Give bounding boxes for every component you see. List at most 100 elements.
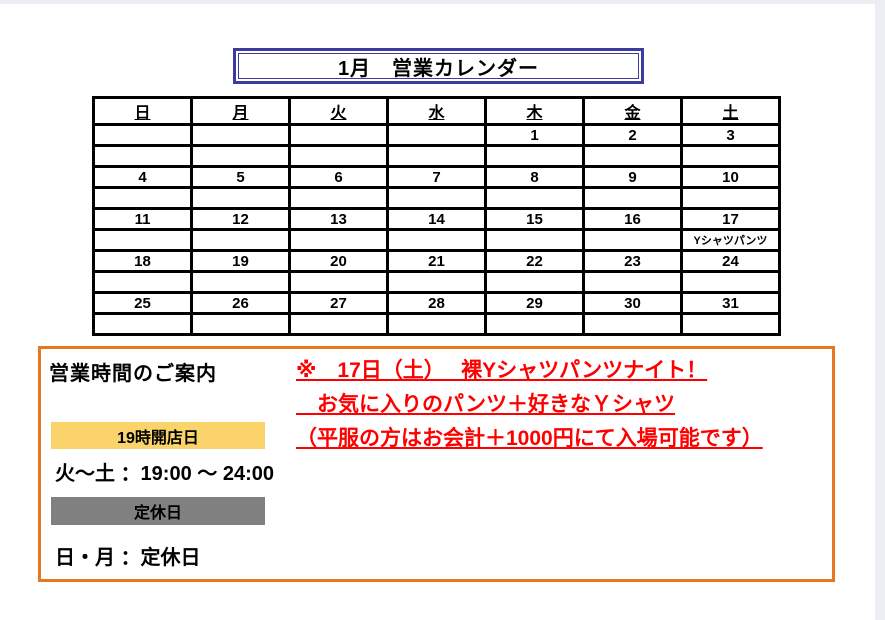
status-cell-open	[582, 186, 683, 210]
date-cell: 28	[386, 291, 487, 315]
date-cell: 27	[288, 291, 389, 315]
day-header-sun: 日	[92, 96, 193, 126]
day-header-tue: 火	[288, 96, 389, 126]
legend-open-day: 19時開店日	[51, 422, 265, 449]
status-cell-open	[386, 228, 487, 252]
status-cell-open	[386, 312, 487, 336]
date-cell: 29	[484, 291, 585, 315]
calendar-title: 1月 営業カレンダー	[337, 57, 540, 80]
business-hours-box: 営業時間のご案内 ※ 17日（土） 裸Yシャツパンツナイト！ お気に入りのパンツ…	[38, 346, 835, 582]
day-header-thu: 木	[484, 96, 585, 126]
date-cell: 4	[92, 165, 193, 189]
status-row: Yシャツパンツ	[92, 228, 781, 252]
date-cell: 17	[680, 207, 781, 231]
status-row	[92, 186, 781, 210]
day-header-mon: 月	[190, 96, 291, 126]
status-cell-open	[582, 270, 683, 294]
date-cell: 18	[92, 249, 193, 273]
status-row	[92, 144, 781, 168]
date-row: 18 19 20 21 22 23 24	[92, 249, 781, 273]
event-notice: ※ 17日（土） 裸Yシャツパンツナイト！ お気に入りのパンツ＋好きなＹシャツ …	[296, 354, 763, 456]
status-cell-closed	[92, 186, 193, 210]
date-cell	[190, 123, 291, 147]
closed-days-text: 日・月 ：定休日	[55, 547, 201, 569]
date-cell: 5	[190, 165, 291, 189]
date-cell: 23	[582, 249, 683, 273]
date-cell: 1	[484, 123, 585, 147]
date-cell: 9	[582, 165, 683, 189]
day-header-sat: 土	[680, 96, 781, 126]
date-row: 25 26 27 28 29 30 31	[92, 291, 781, 315]
status-cell-open	[680, 186, 781, 210]
status-cell-open	[484, 144, 585, 168]
event-notice-line-2: お気に入りのパンツ＋好きなＹシャツ	[296, 393, 676, 416]
date-cell: 22	[484, 249, 585, 273]
date-cell: 6	[288, 165, 389, 189]
date-cell: 30	[582, 291, 683, 315]
status-cell-open	[386, 270, 487, 294]
status-cell-open	[386, 186, 487, 210]
status-cell-open	[288, 312, 389, 336]
date-cell: 7	[386, 165, 487, 189]
calendar-table: 日 月 火 水 木 金 土 1 2 3 4 5 6 7 8 9 10 11 12 13 14 15 16 17 Y…	[92, 96, 781, 336]
date-cell: 20	[288, 249, 389, 273]
status-cell-open	[680, 312, 781, 336]
date-cell: 21	[386, 249, 487, 273]
status-row	[92, 312, 781, 336]
date-cell: 25	[92, 291, 193, 315]
date-row: 4 5 6 7 8 9 10	[92, 165, 781, 189]
status-cell-none	[386, 144, 487, 168]
calendar-title-box: 1月 営業カレンダー	[238, 53, 639, 80]
day-header-wed: 水	[386, 96, 487, 126]
date-cell: 10	[680, 165, 781, 189]
page-background: 1月 営業カレンダー 日 月 火 水 木 金 土 1 2 3 4 5 6 7 8 9 10 11 12…	[0, 4, 875, 620]
status-cell-open	[288, 270, 389, 294]
calendar: 日 月 火 水 木 金 土 1 2 3 4 5 6 7 8 9 10 11 12 13 14 15 16 17 Y…	[92, 96, 781, 336]
status-cell-closed	[92, 312, 193, 336]
status-cell-open	[288, 228, 389, 252]
date-cell: 26	[190, 291, 291, 315]
status-cell-closed	[190, 228, 291, 252]
status-cell-closed	[92, 270, 193, 294]
date-cell: 14	[386, 207, 487, 231]
status-cell-closed	[190, 312, 291, 336]
status-cell-open	[484, 228, 585, 252]
date-cell: 24	[680, 249, 781, 273]
date-cell: 12	[190, 207, 291, 231]
event-notice-line-3: （平服の方はお会計＋1000円にて入場可能です）	[296, 427, 763, 450]
status-cell-open	[582, 228, 683, 252]
date-cell: 3	[680, 123, 781, 147]
date-row: 11 12 13 14 15 16 17	[92, 207, 781, 231]
legend-closed-label: 定休日	[133, 505, 182, 522]
calendar-body: 1 2 3 4 5 6 7 8 9 10 11 12 13 14 15 16 17 Yシャツパンツ 18 19 20 21…	[92, 123, 781, 336]
date-cell: 16	[582, 207, 683, 231]
date-cell	[92, 123, 193, 147]
status-cell-open	[288, 186, 389, 210]
date-cell: 19	[190, 249, 291, 273]
status-cell-none	[190, 144, 291, 168]
status-cell-closed	[92, 228, 193, 252]
date-cell: 13	[288, 207, 389, 231]
date-cell	[288, 123, 389, 147]
status-cell-open	[680, 144, 781, 168]
date-cell: 31	[680, 291, 781, 315]
status-cell-open	[484, 270, 585, 294]
status-cell-open	[582, 144, 683, 168]
date-cell	[386, 123, 487, 147]
date-cell: 2	[582, 123, 683, 147]
status-cell-closed	[190, 270, 291, 294]
status-cell-open	[484, 186, 585, 210]
status-cell-open	[582, 312, 683, 336]
status-row	[92, 270, 781, 294]
date-cell: 8	[484, 165, 585, 189]
status-cell-closed	[190, 186, 291, 210]
status-cell-open	[484, 312, 585, 336]
info-heading: 営業時間のご案内	[49, 363, 217, 385]
status-cell-open: Yシャツパンツ	[680, 228, 781, 252]
date-cell: 15	[484, 207, 585, 231]
legend-open-label: 19時開店日	[117, 429, 199, 447]
open-hours-text: 火～土 ：19:00 ～ 24:00	[55, 463, 274, 485]
day-header-fri: 金	[582, 96, 683, 126]
status-cell-open	[680, 270, 781, 294]
